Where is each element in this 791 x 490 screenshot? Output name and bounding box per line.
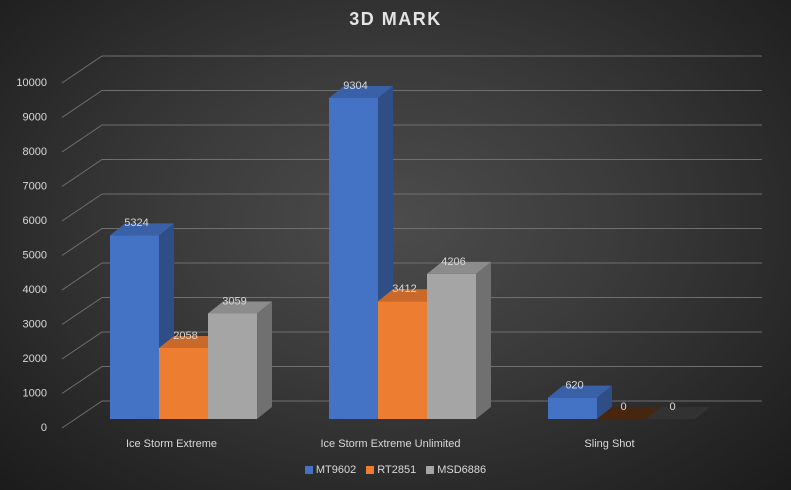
bar-mt9602 (329, 86, 393, 420)
data-label: 0 (620, 401, 626, 413)
y-tick-label: 10000 (16, 77, 47, 89)
legend-swatch (366, 466, 375, 474)
bar-top-face (646, 407, 710, 419)
gridline (61, 366, 762, 394)
bar-msd6886 (208, 301, 272, 419)
bar-front-face (159, 347, 208, 419)
gridline (61, 400, 762, 429)
y-tick-label: 8000 (23, 146, 47, 158)
legend-item: MSD6886 (426, 464, 486, 476)
bar-rt2851 (597, 407, 661, 419)
bar-front-face (378, 301, 427, 419)
x-axis-category-labels: Ice Storm Extreme Ice Storm Extreme Unlim… (126, 438, 635, 450)
gridline (61, 90, 762, 118)
y-tick-label: 9000 (23, 111, 47, 123)
legend-swatch (426, 466, 435, 474)
gridline (61, 193, 762, 222)
bar-front-face (208, 313, 257, 419)
bar-side-face (597, 385, 612, 419)
legend-label: RT2851 (377, 464, 417, 476)
y-tick-label: 4000 (23, 284, 47, 296)
bar-top-face (378, 289, 442, 302)
bar-top-face (159, 335, 223, 348)
data-label: 9304 (343, 80, 367, 92)
gridline (61, 262, 762, 291)
bar-top-face (597, 407, 661, 419)
bar-msd6886 (427, 261, 491, 419)
data-label: 620 (565, 380, 583, 392)
bar-top-face (548, 385, 612, 398)
gridline (61, 124, 762, 153)
data-label: 5324 (124, 217, 148, 229)
x-category-label: Sling Shot (584, 438, 634, 450)
y-tick-label: 2000 (23, 353, 47, 365)
data-label: 2058 (173, 330, 197, 342)
bar-group (329, 86, 491, 420)
bar-top-face (110, 223, 174, 236)
gridline (61, 159, 762, 187)
legend-swatch (304, 466, 313, 474)
y-tick-label: 7000 (23, 180, 47, 192)
gridline (61, 228, 762, 256)
bar-top-face (329, 86, 393, 99)
bar-msd6886 (646, 407, 710, 419)
gridline (61, 297, 762, 325)
bar-mt9602 (110, 223, 174, 419)
gridline (61, 331, 762, 360)
legend-item: MT9602 (304, 464, 357, 476)
legend-label: MSD6886 (437, 464, 487, 476)
bar-front-face (329, 98, 378, 420)
bar-top-face (427, 261, 491, 274)
legend-item: RT2851 (366, 464, 416, 476)
bar-front-face (110, 235, 159, 419)
y-tick-label: 0 (41, 422, 47, 434)
x-category-label: Ice Storm Extreme Unlimited (321, 438, 461, 450)
data-label: 3412 (392, 283, 416, 295)
y-axis-tick-labels: 0 1000 2000 3000 4000 5000 6000 7000 8000 9000 100… (16, 77, 47, 434)
gridlines (61, 55, 762, 429)
bar-side-face (476, 261, 491, 419)
y-tick-label: 1000 (23, 387, 47, 399)
bar-side-face (257, 301, 272, 419)
chart-legend: MT9602 RT2851 MSD6886 (0, 464, 791, 476)
y-tick-label: 5000 (23, 249, 47, 261)
gridline (61, 55, 762, 84)
x-category-label: Ice Storm Extreme (126, 438, 217, 450)
bar-group (548, 385, 710, 419)
bar-front-face (427, 273, 476, 419)
data-labels: 5324 2058 3059 9304 3412 4206 620 0 0 (124, 80, 675, 413)
data-label: 4206 (441, 256, 465, 268)
bar-mt9602 (548, 385, 612, 419)
y-tick-label: 6000 (23, 215, 47, 227)
chart-title: 3D MARK (349, 9, 442, 29)
data-label: 3059 (222, 295, 246, 307)
data-label: 0 (669, 401, 675, 413)
legend-label: MT9602 (315, 464, 357, 476)
bar-groups (110, 86, 710, 420)
bar-group (110, 223, 272, 419)
bar-top-face (208, 301, 272, 314)
y-tick-label: 3000 (23, 318, 47, 330)
bar-front-face (548, 397, 597, 419)
